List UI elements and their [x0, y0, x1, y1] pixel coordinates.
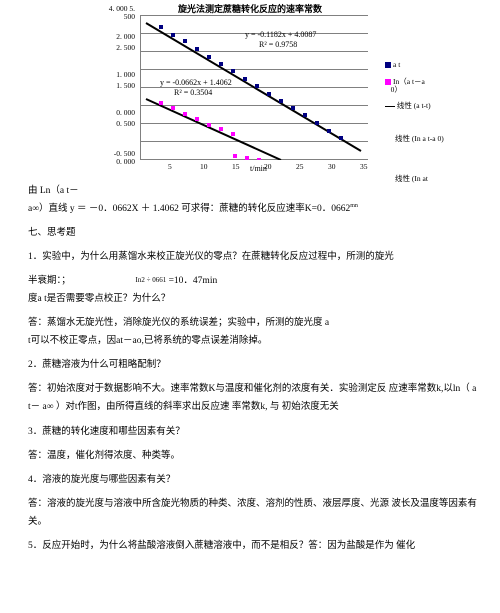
legend-5: 线性 (In at [395, 173, 428, 184]
equation-1: y = -0.1182x + 4.0087 R² = 0.9758 [245, 30, 316, 50]
rate-constant-chart: 旋光法测定蔗糖转化反应的速率常数 4. 000 5.500 2. 000 2. … [0, 0, 500, 182]
para: 半衰期：； In2 ÷ 0661 =10．47min [28, 272, 480, 290]
para: 答：初始浓度对于数据影响不大。速率常数K与温度和催化剂的浓度有关．实验测定反 应… [28, 380, 480, 416]
para: 答：溶液的旋光度与溶液中所含旋光物质的种类、浓度、溶剂的性质、液层厚度、光源 波… [28, 495, 480, 531]
x-axis-label: t/min [250, 164, 267, 173]
para: 4．溶液的旋光度与哪些因素有关？ [28, 471, 480, 489]
equation-2: y = -0.0662x + 1.4062 R² = 0.3504 [160, 78, 232, 98]
para: 2．蔗糖溶液为什么可粗略配制？ [28, 356, 480, 374]
legend-4: 线性 (In a t-a 0) [395, 133, 444, 144]
para: 3．蔗糖的转化速度和哪些因素有关？ [28, 423, 480, 441]
trend-line-2 [146, 99, 281, 160]
y-top: 4. 000 5.500 [95, 5, 135, 22]
para: 度a t是否需要零点校正？为什么？ [28, 290, 480, 308]
para: 5．反应开始时，为什么将盐酸溶液倒入蔗糖溶液中，而不是相反？答：因为盐酸是作为 … [28, 537, 480, 555]
chart-title: 旋光法测定蔗糖转化反应的速率常数 [0, 2, 500, 15]
ytick: 1. 000 [95, 70, 135, 79]
ytick: 0. 000 [95, 157, 135, 166]
para: 答：温度，催化剂得浓度、种类等。 [28, 447, 480, 465]
ytick: 0. 500 [95, 119, 135, 128]
legend-3: 线性 (a t-t) [385, 100, 431, 111]
para: 1．实验中，为什么用蒸馏水来校正旋光仪的零点？在蔗糖转化反应过程中，所测的旋光 [28, 248, 480, 266]
para: a∞）直线 y ＝ －0．0662X ＋ 1.4062 可求得：蔗糖的转化反应速… [28, 200, 480, 218]
ytick: 1. 500 [95, 81, 135, 90]
document-body: 由 Ln（a t－ a∞）直线 y ＝ －0．0662X ＋ 1.4062 可求… [0, 182, 500, 555]
legend-1: a t [385, 60, 400, 69]
para: 七、思考题 [28, 224, 480, 242]
series2-points [159, 101, 261, 160]
ytick: 0. 000 [95, 108, 135, 117]
ytick: 2. 000 [95, 32, 135, 41]
legend-2: In（a t－a 0） [385, 78, 425, 95]
ytick: 2. 500 [95, 43, 135, 52]
para: 由 Ln（a t－ [28, 182, 480, 200]
para: t可以不校正零点，因at－ao,已将系统的零点误差消除掉。 [28, 332, 480, 350]
para: 答：蒸馏水无旋光性，消除旋光仪的系统误差；实验中，所测的旋光度 a [28, 314, 480, 332]
